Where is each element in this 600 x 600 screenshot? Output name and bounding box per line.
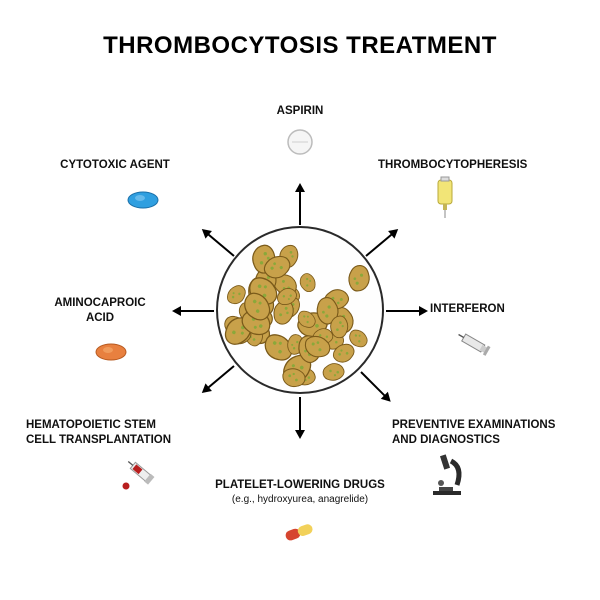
arrow-interferon	[386, 310, 426, 312]
label-aspirin: ASPIRIN	[220, 104, 380, 119]
microscope-icon	[422, 452, 472, 496]
page-title: THROMBOCYTOSIS TREATMENT	[0, 32, 600, 60]
label-thrombo: THROMBOCYTOPHERESIS	[378, 158, 568, 173]
label-interferon: INTERFERON	[430, 302, 570, 317]
arrow-lowering	[299, 397, 301, 437]
label-stem: HEMATOPOIETIC STEMCELL TRANSPLANTATION	[26, 418, 206, 448]
arrow-cyto	[203, 229, 235, 256]
label-preventive: PREVENTIVE EXAMINATIONSAND DIAGNOSTICS	[392, 418, 572, 448]
arrow-amino	[174, 310, 214, 312]
label-cyto: CYTOTOXIC AGENT	[30, 158, 200, 173]
arrow-thrombo	[365, 229, 397, 256]
center-circle	[216, 226, 384, 394]
platelets-icon	[220, 230, 380, 390]
label-amino: AMINOCAPROICACID	[30, 296, 170, 326]
syringe-a-icon	[450, 322, 500, 366]
sublabel-lowering: (e.g., hydroxyurea, anagrelide)	[210, 493, 390, 506]
label-lowering: PLATELET-LOWERING DRUGS(e.g., hydroxyure…	[210, 478, 390, 506]
pill-orange-icon	[86, 330, 136, 374]
arrow-stem	[203, 365, 235, 392]
syringe-b-icon	[115, 452, 165, 496]
pill-blue-icon	[118, 178, 168, 222]
capsule-icon	[275, 510, 325, 554]
tablet-white-icon	[275, 120, 325, 164]
iv-bag-icon	[420, 176, 470, 220]
arrow-preventive	[360, 371, 390, 401]
arrow-aspirin	[299, 185, 301, 225]
